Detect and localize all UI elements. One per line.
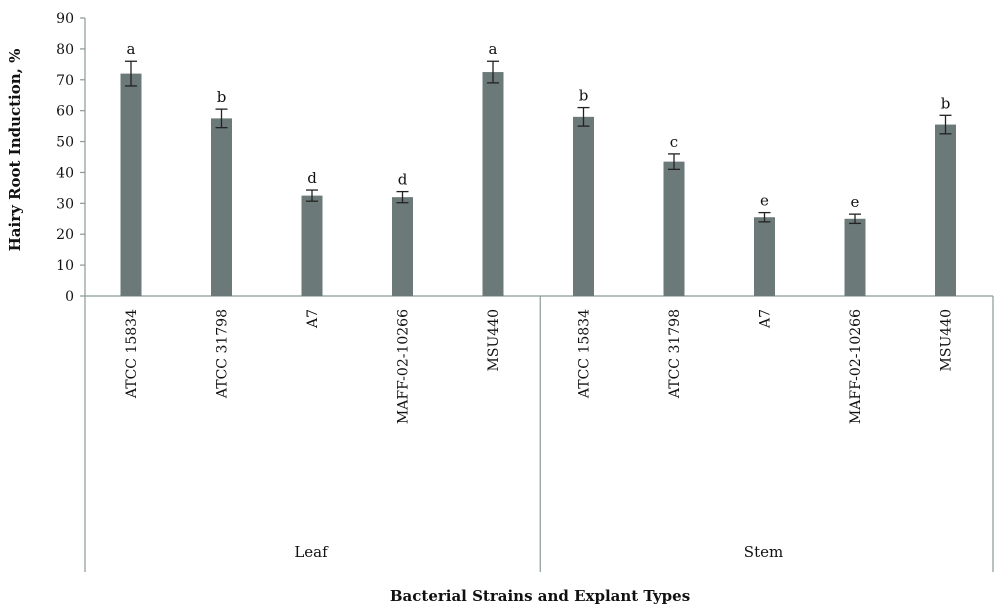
bar — [392, 197, 413, 296]
bar — [482, 72, 504, 296]
category-label: ATCC 15834 — [124, 309, 140, 399]
bar — [573, 116, 594, 296]
y-tick-label: 40 — [56, 165, 74, 181]
significance-letter: b — [579, 87, 589, 105]
significance-letter: d — [307, 169, 317, 187]
bar — [120, 73, 142, 296]
category-label: MAFF-02-10266 — [396, 309, 412, 424]
category-label: ATCC 31798 — [667, 309, 683, 399]
category-label: ATCC 15834 — [577, 309, 593, 399]
category-label: ATCC 31798 — [215, 309, 231, 399]
y-tick-label: 0 — [65, 289, 74, 305]
category-label: MAFF-02-10266 — [848, 309, 864, 424]
category-label: MSU440 — [486, 309, 502, 371]
y-tick-label: 20 — [56, 227, 74, 243]
y-tick-label: 70 — [56, 73, 74, 89]
significance-letter: a — [127, 40, 136, 58]
significance-letter: c — [670, 133, 678, 151]
y-tick-label: 90 — [56, 11, 74, 27]
bar — [844, 218, 866, 296]
axes — [80, 17, 994, 572]
significance-letter: b — [941, 94, 951, 112]
y-tick-label: 50 — [56, 135, 74, 151]
y-tick-label: 80 — [56, 42, 74, 58]
significance-letter: b — [217, 88, 227, 106]
bar — [301, 195, 323, 296]
bar — [754, 217, 775, 296]
significance-letter: e — [851, 193, 860, 211]
category-label: A7 — [305, 309, 321, 329]
significance-letter: e — [760, 192, 769, 210]
bar — [935, 124, 956, 296]
group-label: Stem — [744, 543, 783, 561]
category-label: MSU440 — [939, 309, 955, 371]
x-axis-title: Bacterial Strains and Explant Types — [390, 587, 690, 605]
y-tick-label: 60 — [56, 104, 74, 120]
bar — [663, 161, 685, 296]
significance-letter: a — [489, 40, 498, 58]
y-axis-title: Hairy Root Induction, % — [6, 49, 24, 252]
group-label: Leaf — [294, 543, 329, 561]
labels: 0 10 20 30 40 50 60 70 80 90 a ATCC 15834 b ATCC 3179… — [56, 11, 954, 561]
y-tick-label: 30 — [56, 196, 74, 212]
category-label: A7 — [758, 309, 774, 329]
bars — [120, 60, 956, 296]
significance-letter: d — [398, 171, 408, 189]
y-tick-label: 10 — [56, 258, 74, 274]
bar — [211, 118, 232, 296]
